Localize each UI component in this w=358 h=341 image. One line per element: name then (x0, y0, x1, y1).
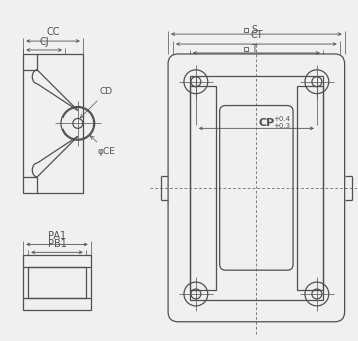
Text: CP: CP (258, 118, 275, 129)
Bar (297, 86, 323, 290)
Text: +0.3: +0.3 (273, 123, 290, 129)
Text: CJ: CJ (39, 37, 49, 47)
Bar (190, 86, 216, 290)
Text: T: T (251, 44, 257, 54)
Text: CC: CC (46, 27, 60, 37)
Text: CT: CT (250, 30, 263, 40)
Bar (245, 28, 248, 32)
Text: PA1: PA1 (48, 232, 66, 241)
Bar (190, 76, 323, 300)
Text: +0.4: +0.4 (273, 116, 290, 122)
Bar (23, 54, 83, 193)
Text: CD: CD (80, 87, 113, 118)
Bar (23, 255, 91, 310)
Text: φCE: φCE (90, 136, 116, 155)
Text: S: S (251, 25, 257, 35)
Bar (28, 267, 86, 298)
Text: PB1: PB1 (48, 239, 67, 249)
Bar (245, 47, 248, 51)
